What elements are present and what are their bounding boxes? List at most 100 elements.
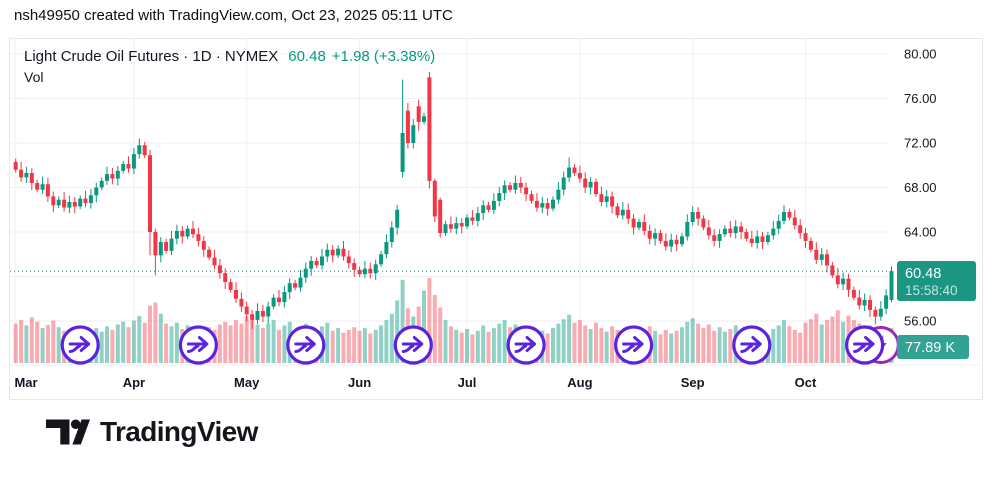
candle xyxy=(362,268,367,275)
volume-badge: 77.89 K xyxy=(897,335,969,359)
badge-volume-text: 77.89 K xyxy=(905,340,955,356)
tradingview-logo[interactable]: TradingView xyxy=(46,416,258,448)
volume-bar xyxy=(250,320,255,363)
price-chart[interactable]: Mar Apr May Jun Jul Aug Sep Oct 80.00 76.00 72.00 6… xyxy=(10,39,982,399)
legend-row: Light Crude Oil Futures · 1D · NYMEX 60.4… xyxy=(24,48,435,65)
candle xyxy=(459,223,464,227)
arrow-marker-icon[interactable] xyxy=(732,325,772,365)
arrow-marker-icon[interactable] xyxy=(60,325,100,365)
candle xyxy=(744,232,749,239)
candle xyxy=(115,170,120,179)
volume-bar xyxy=(271,320,276,363)
candle xyxy=(40,184,45,190)
candle xyxy=(158,242,163,256)
candle xyxy=(196,234,201,241)
volume-bar xyxy=(787,326,792,363)
volume-bar xyxy=(29,317,34,363)
time-axis-label: Apr xyxy=(123,375,145,390)
candle xyxy=(465,217,469,227)
candle xyxy=(722,228,727,235)
arrow-marker-icon[interactable] xyxy=(178,325,218,365)
symbol-title[interactable]: Light Crude Oil Futures · 1D · NYMEX xyxy=(24,48,279,65)
candle xyxy=(13,161,18,170)
legend-price-change: +1.98 (+3.38%) xyxy=(331,48,436,65)
arrow-marker-icon[interactable] xyxy=(844,325,885,365)
candle xyxy=(551,199,555,209)
candle xyxy=(131,154,136,169)
candle xyxy=(454,223,459,229)
candle xyxy=(443,224,448,234)
candle xyxy=(250,314,255,320)
candle xyxy=(379,254,384,265)
volume-bar xyxy=(545,333,550,363)
candle xyxy=(674,239,679,245)
volume-bar xyxy=(395,300,400,363)
volume-bar xyxy=(400,279,405,363)
volume-bar xyxy=(158,313,163,363)
candle xyxy=(405,110,410,143)
price-axis[interactable]: 80.00 76.00 72.00 68.00 64.00 56.00 xyxy=(904,47,937,329)
candle xyxy=(153,232,158,256)
attribution-text: nsh49950 created with TradingView.com, O… xyxy=(14,7,453,24)
candle xyxy=(776,220,781,229)
candle xyxy=(701,218,706,228)
volume-bar xyxy=(712,330,717,363)
candle xyxy=(422,116,426,122)
candle xyxy=(696,212,701,219)
price-axis-label: 68.00 xyxy=(904,180,937,195)
arrow-marker-icon[interactable] xyxy=(506,325,546,365)
badge-countdown-text: 15:58:40 xyxy=(905,283,958,298)
candle xyxy=(180,230,185,237)
arrow-marker-icon[interactable] xyxy=(613,325,654,365)
volume-bar xyxy=(567,314,572,363)
candle xyxy=(169,238,174,251)
candle xyxy=(357,269,362,275)
candle xyxy=(884,295,889,309)
volume-indicator-label[interactable]: Vol xyxy=(24,69,44,85)
price-axis-label: 76.00 xyxy=(904,91,937,106)
volume-bar xyxy=(228,325,233,363)
candle xyxy=(588,181,593,188)
volume-bar xyxy=(142,322,147,363)
arrow-marker-icon[interactable] xyxy=(286,325,326,365)
candle xyxy=(733,226,738,234)
candle xyxy=(121,164,126,171)
volume-bar xyxy=(701,328,706,363)
volume-bar xyxy=(362,328,367,363)
candle xyxy=(416,106,421,122)
candle xyxy=(174,230,179,239)
volume-bar xyxy=(40,328,45,363)
candle xyxy=(287,283,292,293)
candle xyxy=(792,217,797,226)
volume-bar xyxy=(148,305,152,363)
volume-bar xyxy=(379,325,384,363)
candle xyxy=(277,297,281,302)
candle xyxy=(642,222,647,231)
legend-last-price: 60.48 xyxy=(288,48,326,65)
candle xyxy=(771,228,776,236)
candle xyxy=(62,199,67,208)
time-axis-label: Jul xyxy=(458,375,477,390)
candle xyxy=(427,77,432,181)
volume-bar xyxy=(572,322,577,363)
time-axis[interactable]: Mar Apr May Jun Jul Aug Sep Oct xyxy=(14,375,817,390)
candle xyxy=(314,260,319,266)
candle xyxy=(808,240,813,250)
candle xyxy=(626,209,631,219)
volume-bar xyxy=(776,325,781,363)
candle xyxy=(680,236,684,245)
candle xyxy=(303,268,308,278)
volume-bar xyxy=(583,325,588,363)
candle xyxy=(137,145,142,155)
volume-bar xyxy=(792,329,797,363)
arrow-marker-icon[interactable] xyxy=(393,325,433,365)
candle xyxy=(534,200,539,208)
candle xyxy=(325,249,330,257)
volume-bar xyxy=(115,324,120,363)
volume-bar xyxy=(588,329,593,363)
price-axis-label: 80.00 xyxy=(904,47,937,62)
candle xyxy=(411,125,416,143)
candle xyxy=(352,263,357,270)
candle xyxy=(631,218,636,228)
volume-bar xyxy=(475,330,480,363)
